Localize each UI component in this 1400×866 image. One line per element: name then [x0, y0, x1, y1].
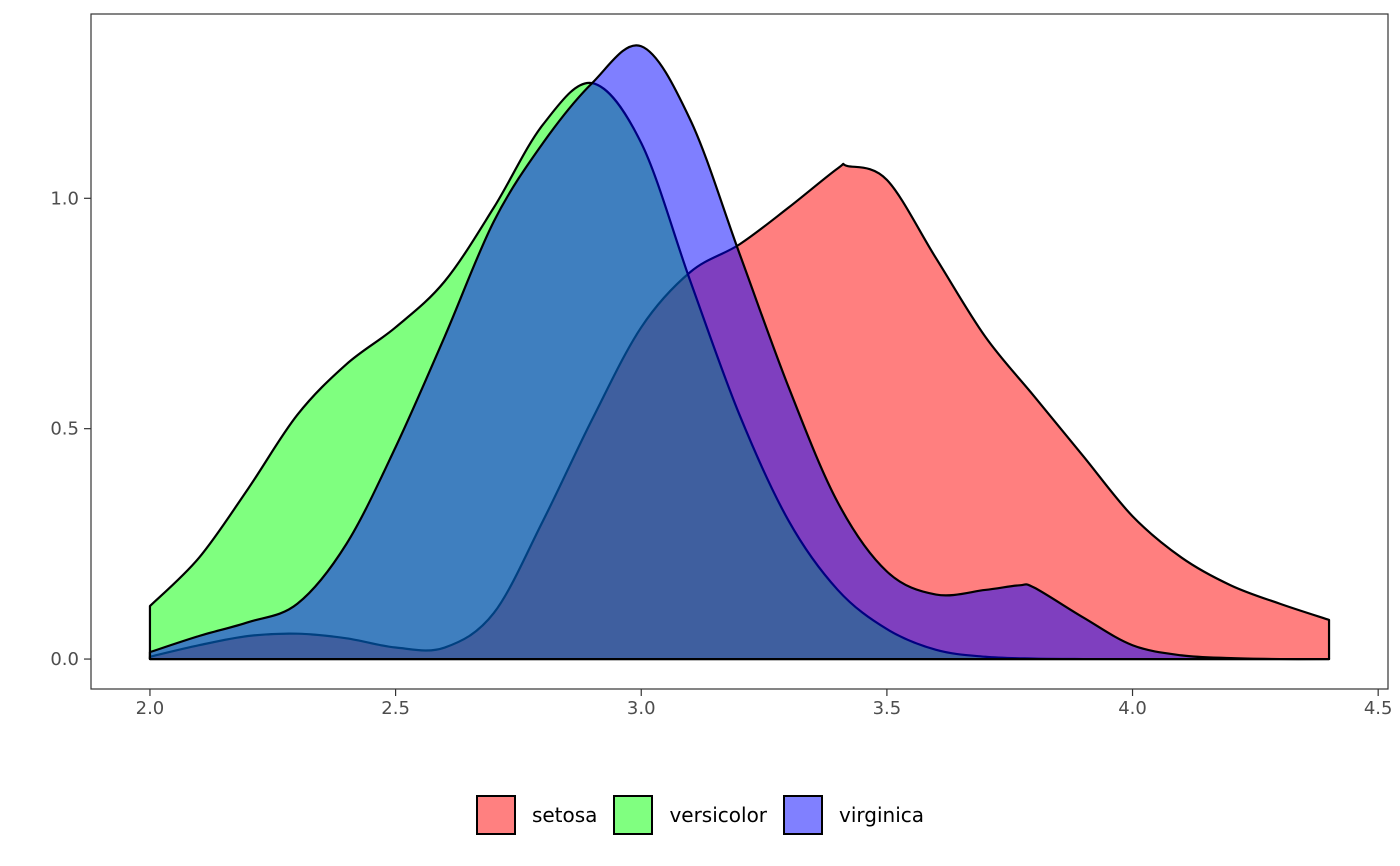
y-tick-label: 0.5 [50, 419, 79, 440]
x-tick-label: 3.0 [627, 698, 656, 719]
y-axis: 0.0 0.5 1.0 [50, 188, 91, 670]
legend-item-setosa: setosa [476, 795, 597, 835]
legend-key-setosa [476, 795, 516, 835]
legend-item-virginica: virginica [783, 795, 924, 835]
x-tick-label: 4.5 [1364, 698, 1393, 719]
y-tick-label: 0.0 [50, 649, 79, 670]
legend-label-virginica: virginica [839, 803, 924, 827]
legend-key-virginica [783, 795, 823, 835]
x-tick-label: 4.0 [1118, 698, 1147, 719]
y-tick-label: 1.0 [50, 188, 79, 209]
legend-label-versicolor: versicolor [669, 803, 767, 827]
legend-item-versicolor: versicolor [613, 795, 767, 835]
x-tick-label: 2.0 [136, 698, 165, 719]
x-tick-label: 3.5 [873, 698, 902, 719]
legend-key-versicolor [613, 795, 653, 835]
x-axis: 2.0 2.5 3.0 3.5 4.0 4.5 [136, 689, 1393, 719]
x-tick-label: 2.5 [381, 698, 410, 719]
legend: setosa versicolor virginica [0, 790, 1400, 840]
legend-label-setosa: setosa [532, 803, 597, 827]
